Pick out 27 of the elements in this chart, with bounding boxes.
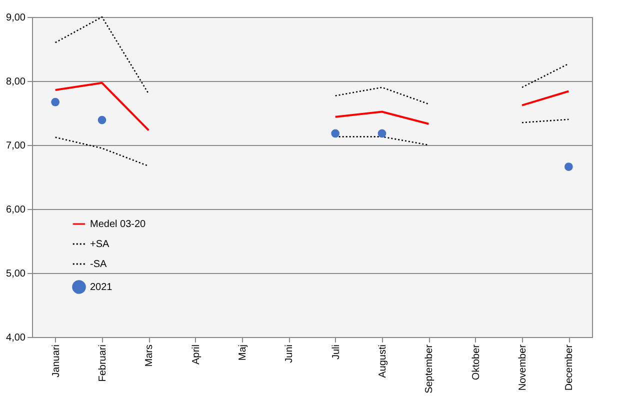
y-tick-label: 9,00 [6,12,26,24]
x-tick-label: Januari [50,344,62,378]
x-tick-label: Oktober [470,344,482,380]
point [51,98,60,106]
legend-label: Medel 03-20 [90,219,146,230]
legend-label: -SA [90,259,107,270]
x-tick-label: Februari [98,344,108,382]
y-tick-label: 6,00 [6,204,26,216]
x-tick-label: Juni [284,344,296,363]
x-tick-label: December [564,344,576,391]
x-tick-label: April [190,344,202,365]
x-tick-label: Juli [330,344,342,360]
x-tick-label: Mars [144,344,156,367]
x-tick-label: November [518,344,528,391]
x-tick-label: Augusti [378,344,388,378]
x-tick-label: Maj [238,344,248,361]
y-tick-label: 7,00 [6,140,26,152]
legend-label: +SA [90,239,110,250]
x-tick-label: September [424,344,436,394]
y-tick-label: 8,00 [6,76,26,88]
point [378,129,386,138]
point [331,129,340,138]
legend-label: 2021 [90,282,113,293]
point [98,116,106,124]
y-tick-label: 4,00 [6,332,26,344]
y-tick-label: 5,00 [6,268,26,280]
point [564,162,573,171]
